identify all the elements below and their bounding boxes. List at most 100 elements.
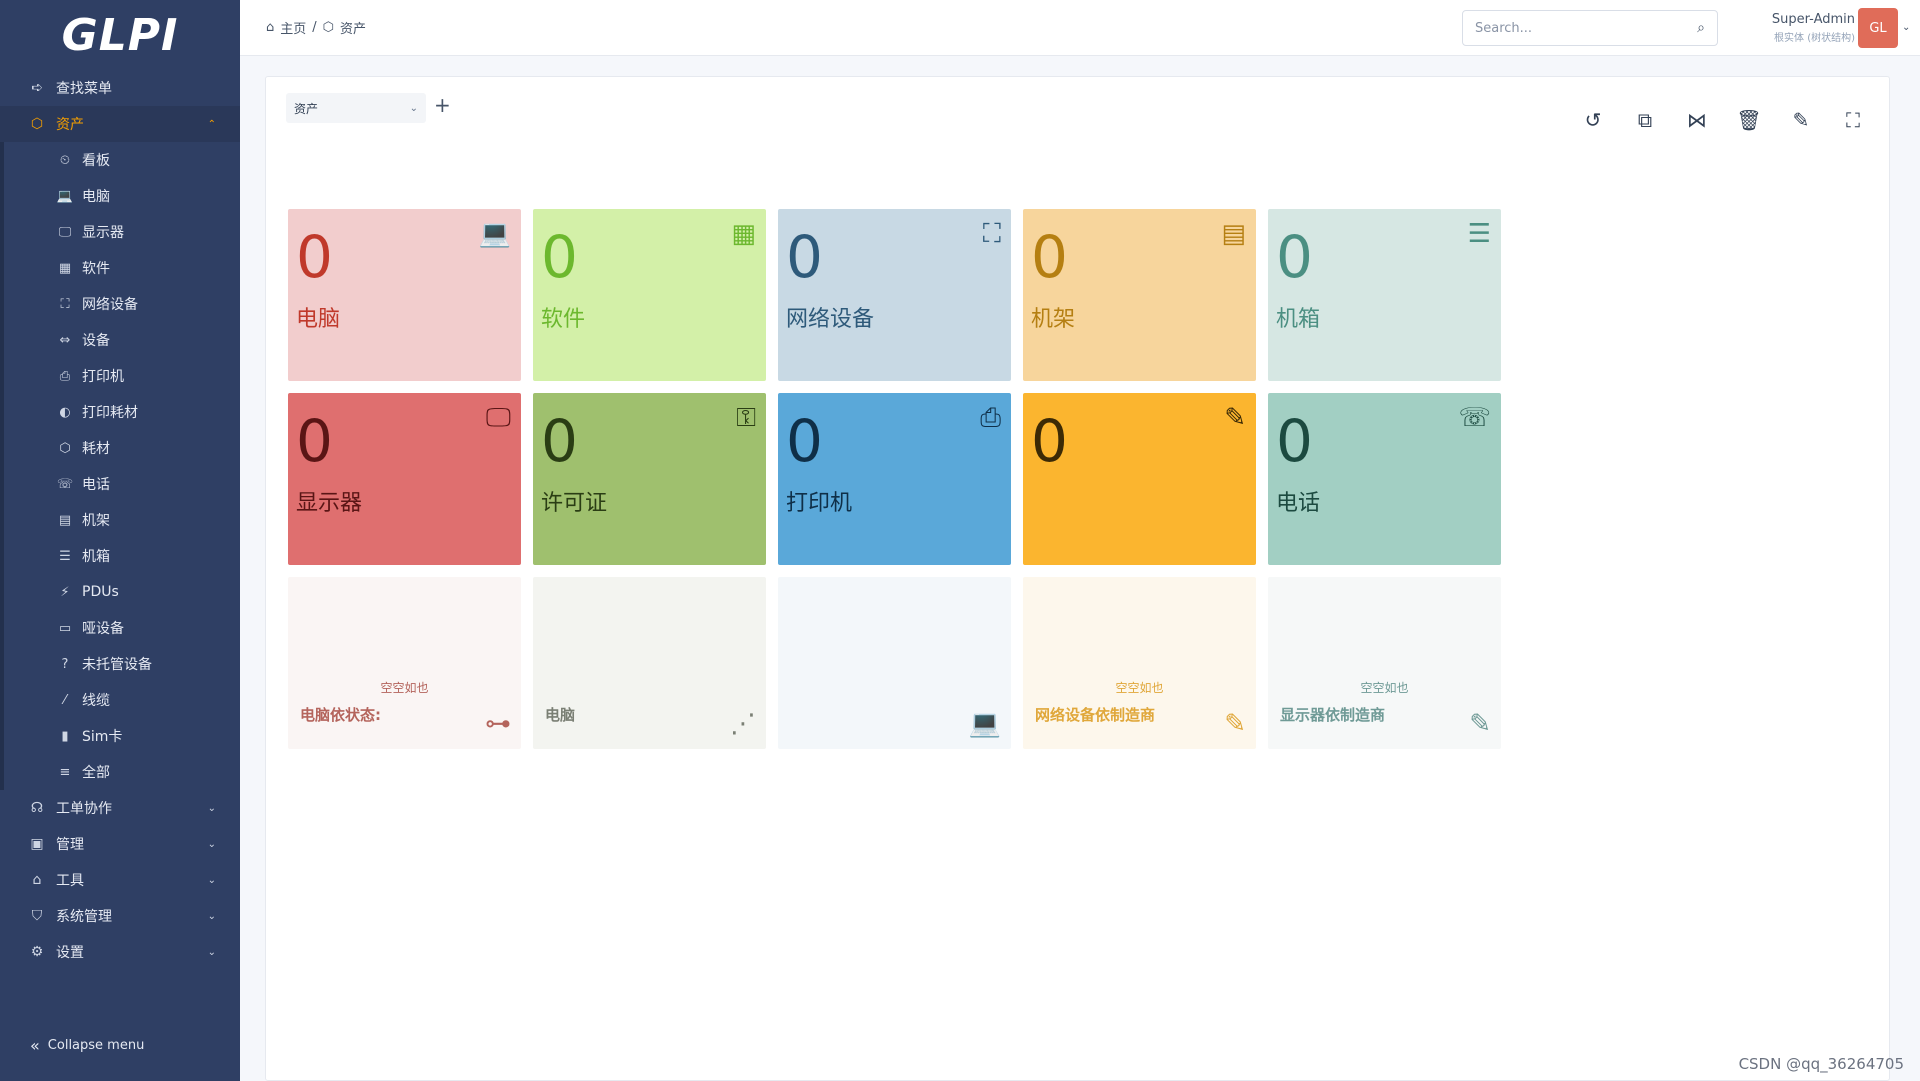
dashboard-grid: 0 电脑 💻 0 软件 ▦ 0 网络设备 ⛶ 0 机架 ▤ 0 机箱 ☰ 0 显… (288, 209, 1501, 749)
server-icon: ▤ (1221, 219, 1246, 249)
square-icon: ▭ (58, 620, 72, 636)
breadcrumb-current[interactable]: 资产 (340, 22, 367, 37)
usb-icon: ⇔ (59, 332, 71, 348)
add-dashboard-button[interactable]: + (434, 93, 451, 117)
simcard-icon: ▮ (61, 728, 69, 744)
dashboard-select[interactable]: 资产 ⌄ (286, 93, 426, 123)
card-printers[interactable]: 0 打印机 ⎙ (778, 393, 1011, 565)
sidebar-item-software[interactable]: ▦ 软件 (4, 250, 240, 286)
card-software[interactable]: 0 软件 ▦ (533, 209, 766, 381)
chart-card-computers-by-status[interactable]: 空空如也 电脑依状态: ⊶ (288, 577, 521, 749)
breadcrumb-home[interactable]: 主页 (280, 22, 307, 37)
card-label: 机箱 (1276, 307, 1321, 332)
main-menu-sections: ☊ 工单协作 ⌄ ▣ 管理 ⌄ ⌂ 工具 ⌄ ⛉ 系统管理 ⌄ ⚙ 设置 ⌄ (0, 790, 240, 970)
user-info[interactable]: Super-Admin 根实体 (树状结构) (1755, 12, 1855, 44)
sidebar-item-pdus[interactable]: ⚡ PDUs (4, 574, 240, 610)
card-racks[interactable]: 0 机架 ▤ (1023, 209, 1256, 381)
main-menu: ➪ 查找菜单 ⬡ 资产 ⌃ (0, 70, 240, 142)
search-icon[interactable]: ⌕ (1697, 20, 1705, 36)
empty-message: 空空如也 (1115, 681, 1164, 695)
sidebar-item-network[interactable]: ⛶ 网络设备 (4, 286, 240, 322)
history-icon[interactable]: ↺ (1584, 108, 1602, 132)
fullscreen-icon[interactable]: ⛶ (1846, 108, 1860, 132)
card-phones[interactable]: 0 电话 ☏ (1268, 393, 1501, 565)
copy-icon[interactable]: ⧉ (1637, 108, 1653, 132)
card-value: 0 (1031, 223, 1068, 291)
card-monitors[interactable]: 0 显示器 🖵 (288, 393, 521, 565)
headset-icon: ☊ (30, 800, 44, 816)
collapse-menu-button[interactable]: « Collapse menu (30, 1036, 145, 1055)
user-entity: 根实体 (树状结构) (1774, 33, 1855, 44)
search-box: ⌕ (1462, 10, 1718, 46)
chart-card-monitors-by-manufacturer[interactable]: 空空如也 显示器依制造商 ✎ (1268, 577, 1501, 749)
card-network[interactable]: 0 网络设备 ⛶ (778, 209, 1011, 381)
card-licenses[interactable]: 0 许可证 ⚿ (533, 393, 766, 565)
card-label: 许可证 (541, 491, 608, 516)
card-value: 0 (786, 407, 823, 475)
sidebar-item-computers[interactable]: 💻 电脑 (56, 188, 110, 206)
laptop-icon: 💻 (968, 709, 1001, 739)
trash-icon[interactable]: 🗑 (1736, 108, 1762, 132)
chart-card-title: 电脑依状态: (300, 706, 381, 724)
sidebar-item-devices[interactable]: ⇔ 设备 (4, 322, 240, 358)
menu-management[interactable]: ▣ 管理 ⌄ (0, 826, 240, 862)
sidebar-item-all[interactable]: ≡ 全部 (4, 754, 240, 790)
chart-icon: ⋰ (730, 709, 756, 739)
sidebar-item-racks[interactable]: ▤ 机架 (4, 502, 240, 538)
chart-card-title: 电脑 (545, 706, 576, 724)
gauge-icon: ⏲ (59, 152, 71, 168)
card-label: 打印机 (786, 491, 853, 516)
chevron-down-icon: ⌄ (409, 102, 418, 114)
chevron-down-icon[interactable]: ⌄ (1902, 22, 1911, 33)
chart-card-title: 显示器依制造商 (1280, 706, 1386, 724)
glpi-logo[interactable]: GLPI (61, 9, 179, 61)
sidebar-item-unmanaged[interactable]: ? 未托管设备 (4, 646, 240, 682)
edit-icon: ✎ (1469, 709, 1491, 739)
chart-card-computers[interactable]: 电脑 ⋰ (533, 577, 766, 749)
sidebar-item-phones[interactable]: ☏ 电话 (56, 476, 110, 494)
chart-card-network-by-manufacturer[interactable]: 空空如也 网络设备依制造商 ✎ (1023, 577, 1256, 749)
card-enclosures[interactable]: 0 机箱 ☰ (1268, 209, 1501, 381)
find-menu-item[interactable]: ➪ 查找菜单 (0, 70, 240, 106)
double-chevron-left-icon: « (30, 1036, 40, 1055)
sidebar-item-monitors[interactable]: 🖵 显示器 (4, 214, 240, 250)
menu-tools[interactable]: ⌂ 工具 ⌄ (0, 862, 240, 898)
sidebar-item-cartridges[interactable]: ◐ 打印耗材 (4, 394, 240, 430)
dashboard-panel: 资产 ⌄ + ↺ ⧉ ⋈ 🗑 ✎ ⛶ 0 电脑 💻 0 软件 ▦ 0 网络设备 … (265, 76, 1890, 1081)
arrow-right-icon: ➪ (31, 80, 43, 96)
sidebar-item-printers[interactable]: ⎙ 打印机 (4, 358, 240, 394)
card-obscured[interactable]: 0 ✎ (1023, 393, 1256, 565)
sidebar-item-consumables[interactable]: ⬡ 耗材 (4, 430, 240, 466)
menu-administration[interactable]: ⛉ 系统管理 ⌄ (0, 898, 240, 934)
share-icon[interactable]: ⋈ (1687, 108, 1707, 132)
card-value: 0 (541, 407, 578, 475)
pen-icon: ✎ (1224, 403, 1246, 433)
sidebar-item-simcards[interactable]: ▮ Sim卡 (4, 718, 240, 754)
avatar[interactable]: GL (1858, 8, 1898, 48)
card-value: 0 (1031, 407, 1068, 475)
menu-setup[interactable]: ⚙ 设置 ⌄ (0, 934, 240, 970)
sidebar-item-enclosures[interactable]: ☰ 机箱 (4, 538, 240, 574)
list-icon: ≡ (59, 764, 71, 780)
monitor-icon: 🖵 (485, 403, 511, 433)
card-computers[interactable]: 0 电脑 💻 (288, 209, 521, 381)
menu-assistance[interactable]: ☊ 工单协作 ⌄ (0, 790, 240, 826)
sidebar-item-cables[interactable]: ⁄ 线缆 (4, 682, 240, 718)
chevron-down-icon: ⌄ (207, 838, 216, 850)
chart-card-obscured[interactable]: 💻 (778, 577, 1011, 749)
server-icon: ▤ (58, 512, 72, 528)
card-value: 0 (786, 223, 823, 291)
home-icon: ⌂ (266, 20, 275, 35)
gear-icon: ⚙ (30, 944, 44, 960)
sidebar-item-dashboard[interactable]: ⏲ 看板 (4, 142, 240, 178)
search-input[interactable] (1475, 20, 1698, 36)
key-icon: ⚿ (736, 403, 756, 433)
edit-icon[interactable]: ✎ (1792, 108, 1810, 132)
sidebar-item-passive-devices[interactable]: ▭ 哑设备 (4, 610, 240, 646)
breadcrumb: ⌂ 主页 / ⬡ 资产 (266, 18, 372, 37)
phone-icon: ☏ (56, 476, 74, 492)
assets-submenu: ⏲ 看板 💻 电脑 🖵 显示器 ▦ 软件 ⛶ 网络设备 ⇔ 设备 ⎙ 打印机 ◐ 打印耗材 ⬡ 耗… (0, 142, 240, 790)
menu-assets[interactable]: ⬡ 资产 ⌃ (0, 106, 240, 142)
chevron-down-icon: ⌄ (207, 874, 216, 886)
empty-message: 空空如也 (1360, 681, 1409, 695)
